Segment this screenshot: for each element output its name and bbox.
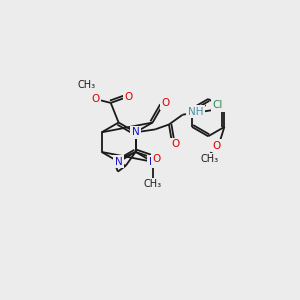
Text: N: N (149, 157, 157, 167)
Text: O: O (172, 139, 180, 149)
Text: O: O (124, 92, 133, 102)
Text: NH: NH (188, 107, 203, 117)
Text: O: O (91, 94, 99, 104)
Text: O: O (212, 141, 220, 151)
Text: Cl: Cl (213, 100, 223, 110)
Text: N: N (115, 157, 122, 167)
Text: CH₃: CH₃ (143, 179, 162, 189)
Text: O: O (152, 154, 161, 164)
Text: CH₃: CH₃ (201, 154, 219, 164)
Text: O: O (161, 98, 170, 109)
Text: CH₃: CH₃ (77, 80, 95, 90)
Text: N: N (132, 127, 140, 137)
